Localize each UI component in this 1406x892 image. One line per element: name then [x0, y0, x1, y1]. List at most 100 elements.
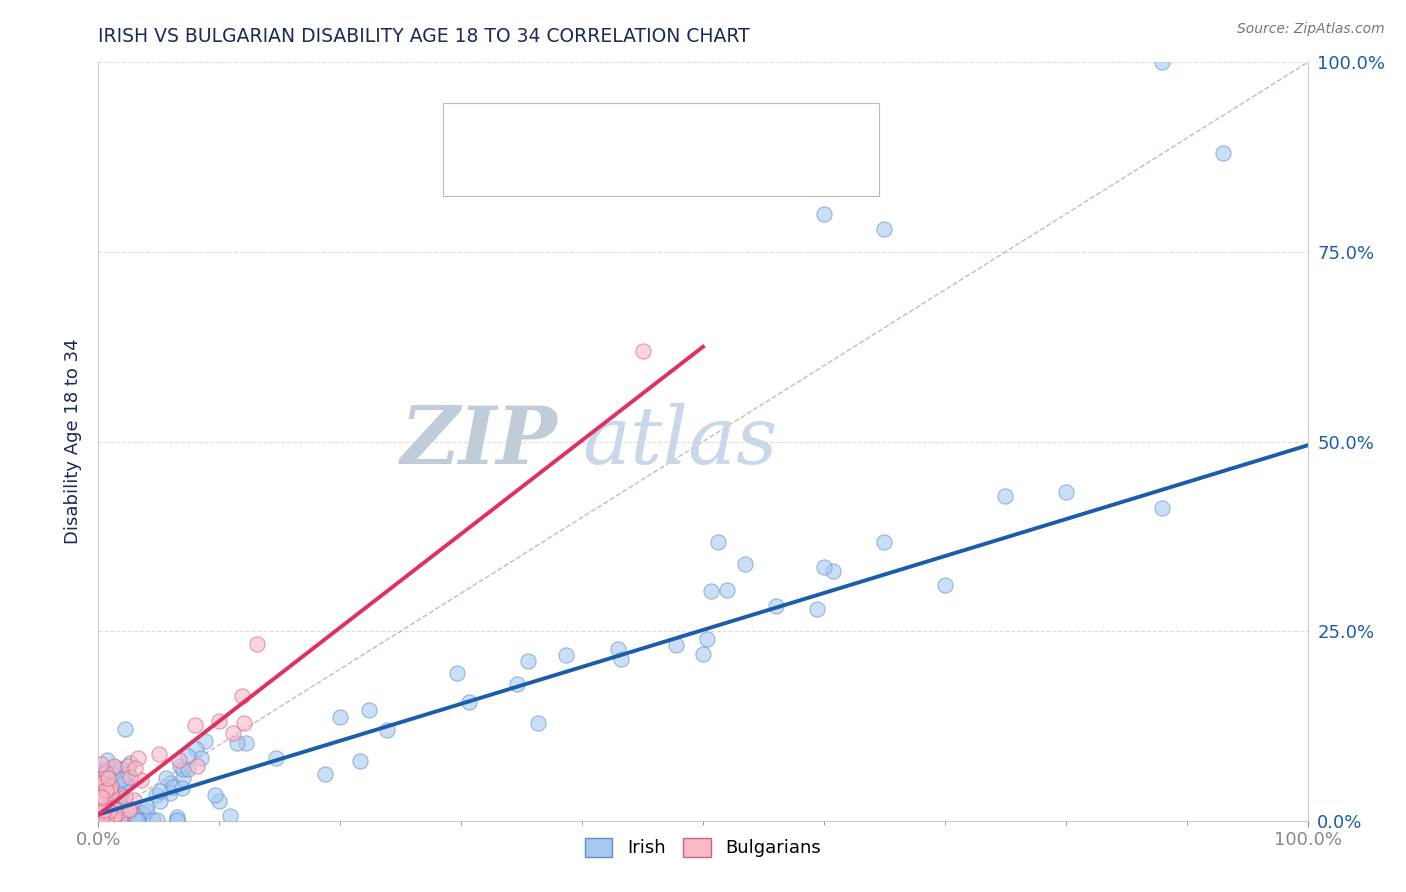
Point [91, 766, 114, 780]
Point [707, 535, 730, 549]
Point [127, 750, 149, 764]
Point [101, 800, 124, 814]
Point [90, 764, 112, 778]
Point [232, 715, 254, 730]
Point [93, 789, 115, 804]
Point [96, 813, 118, 827]
Point [91, 786, 114, 800]
Point [89, 805, 111, 819]
Point [129, 772, 152, 787]
Point [94, 813, 117, 827]
Point [135, 799, 157, 814]
Point [91, 811, 114, 825]
Point [692, 648, 714, 662]
Point [169, 759, 191, 773]
Point [110, 801, 132, 815]
Point [96, 798, 118, 813]
Text: N = 128: N = 128 [693, 122, 768, 140]
Point [110, 796, 132, 810]
Point [349, 754, 371, 768]
Point [149, 784, 172, 798]
Point [101, 766, 124, 780]
Point [136, 804, 159, 818]
Point [90, 795, 112, 809]
Point [89, 797, 111, 811]
Point [114, 790, 136, 805]
Point [124, 809, 146, 823]
Point [94, 813, 117, 827]
Point [108, 813, 131, 827]
Point [716, 583, 738, 598]
Point [89, 813, 111, 827]
Point [89, 793, 111, 807]
Point [89, 813, 111, 827]
Point [97, 771, 120, 785]
Point [873, 535, 896, 549]
Point [105, 813, 128, 827]
Point [190, 750, 212, 764]
Point [120, 756, 142, 771]
Point [96, 813, 118, 827]
Point [555, 648, 578, 663]
Point [127, 813, 149, 827]
Point [235, 736, 257, 750]
Point [194, 733, 217, 747]
Point [89, 813, 111, 827]
Point [665, 639, 688, 653]
Point [506, 677, 529, 691]
Point [159, 786, 181, 800]
Point [91, 813, 114, 827]
Point [170, 780, 193, 795]
Point [94, 813, 117, 827]
Point [264, 750, 287, 764]
Point [118, 803, 141, 817]
Point [89, 813, 111, 827]
Point [631, 343, 654, 358]
Point [231, 690, 253, 704]
Point [458, 695, 481, 709]
Point [103, 813, 125, 827]
Point [166, 810, 188, 824]
Point [145, 788, 167, 802]
Point [186, 741, 208, 756]
Point [208, 794, 231, 808]
Point [149, 794, 172, 808]
Text: N =  71: N = 71 [693, 159, 762, 177]
Point [124, 762, 146, 776]
Point [91, 813, 114, 827]
Point [94, 813, 117, 827]
Point [107, 786, 129, 800]
Point [117, 767, 139, 781]
Point [172, 771, 194, 785]
Point [186, 759, 208, 773]
Point [93, 803, 115, 817]
Point [89, 804, 111, 818]
Point [124, 813, 146, 827]
Point [91, 768, 114, 782]
Y-axis label: Disability Age 18 to 34: Disability Age 18 to 34 [63, 339, 82, 544]
Point [91, 802, 114, 816]
Point [446, 666, 468, 681]
Bar [465, 155, 505, 179]
Point [93, 813, 115, 827]
Point [226, 735, 249, 749]
Text: IRISH VS BULGARIAN DISABILITY AGE 18 TO 34 CORRELATION CHART: IRISH VS BULGARIAN DISABILITY AGE 18 TO … [98, 27, 751, 45]
Point [110, 782, 132, 797]
Legend: Irish, Bulgarians: Irish, Bulgarians [578, 830, 828, 864]
Point [98, 797, 121, 811]
Text: ZIP: ZIP [401, 403, 558, 480]
Point [89, 773, 111, 788]
Point [89, 791, 111, 805]
Point [98, 813, 121, 827]
Point [89, 780, 111, 794]
Point [94, 813, 117, 827]
Point [91, 792, 114, 806]
Point [104, 802, 127, 816]
Point [89, 806, 111, 821]
Point [101, 761, 124, 775]
Point [94, 782, 117, 797]
Point [96, 783, 118, 797]
Point [96, 813, 118, 827]
Point [90, 810, 112, 824]
Point [96, 797, 118, 811]
